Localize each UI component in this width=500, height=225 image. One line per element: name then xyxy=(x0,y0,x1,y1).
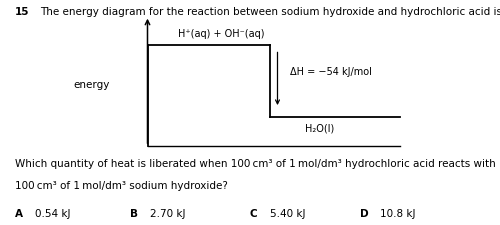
Text: 10.8 kJ: 10.8 kJ xyxy=(380,209,416,219)
Text: H⁺(aq) + OH⁻(aq): H⁺(aq) + OH⁻(aq) xyxy=(178,29,264,39)
Text: 15: 15 xyxy=(15,7,30,17)
Text: ΔH = −54 kJ/mol: ΔH = −54 kJ/mol xyxy=(290,67,372,77)
Text: 2.70 kJ: 2.70 kJ xyxy=(150,209,186,219)
Text: energy: energy xyxy=(74,81,110,90)
Text: C: C xyxy=(250,209,258,219)
Text: 5.40 kJ: 5.40 kJ xyxy=(270,209,306,219)
Text: 100 cm³ of 1 mol/dm³ sodium hydroxide?: 100 cm³ of 1 mol/dm³ sodium hydroxide? xyxy=(15,181,228,191)
Text: H₂O(l): H₂O(l) xyxy=(305,123,334,133)
Text: Which quantity of heat is liberated when 100 cm³ of 1 mol/dm³ hydrochloric acid : Which quantity of heat is liberated when… xyxy=(15,159,496,169)
Text: B: B xyxy=(130,209,138,219)
Text: A: A xyxy=(15,209,23,219)
Text: 0.54 kJ: 0.54 kJ xyxy=(35,209,70,219)
Text: The energy diagram for the reaction between sodium hydroxide and hydrochloric ac: The energy diagram for the reaction betw… xyxy=(40,7,500,17)
Text: D: D xyxy=(360,209,368,219)
